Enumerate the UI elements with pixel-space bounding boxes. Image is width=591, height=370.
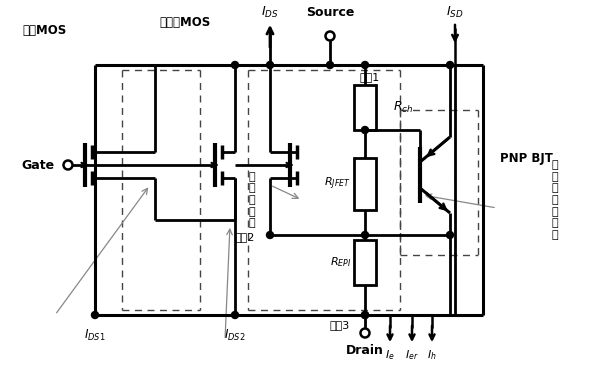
Text: 共
基
极
放
大
电
路: 共 基 极 放 大 电 路 [551,160,558,240]
Text: $R_{JFET}$: $R_{JFET}$ [324,176,351,192]
Circle shape [362,61,369,68]
Circle shape [361,329,369,337]
Text: 常规MOS: 常规MOS [22,24,66,37]
Circle shape [446,61,453,68]
Bar [354,240,376,285]
Text: 分离栅MOS: 分离栅MOS [160,16,210,28]
Text: Drain: Drain [346,343,384,357]
Circle shape [446,232,453,239]
Text: 节点1: 节点1 [360,72,380,82]
Circle shape [267,232,274,239]
Text: $I_{SD}$: $I_{SD}$ [446,4,464,20]
Text: $R_{EPI}$: $R_{EPI}$ [330,256,351,269]
Text: $I_{er}$: $I_{er}$ [405,348,419,362]
Circle shape [326,61,333,68]
Circle shape [362,312,369,319]
Circle shape [63,161,73,169]
Text: $I_h$: $I_h$ [427,348,437,362]
Text: $I_{DS1}$: $I_{DS1}$ [85,327,106,343]
Text: PNP BJT: PNP BJT [500,151,553,165]
Text: $I_{DS2}$: $I_{DS2}$ [224,327,246,343]
Circle shape [267,61,274,68]
Circle shape [362,232,369,239]
Circle shape [362,312,369,319]
Text: $R_{ch}$: $R_{ch}$ [393,100,414,115]
Circle shape [92,312,99,319]
Text: Gate: Gate [21,158,54,172]
Text: 节点2: 节点2 [235,232,255,242]
Bar [354,158,376,210]
Text: 节点3: 节点3 [330,320,350,330]
Text: $I_{DS}$: $I_{DS}$ [261,4,279,20]
Bar [354,85,376,130]
Text: Source: Source [306,6,354,18]
Circle shape [326,31,335,40]
Circle shape [232,61,239,68]
Circle shape [232,312,239,319]
Text: $I_e$: $I_e$ [385,348,395,362]
Circle shape [362,127,369,134]
Text: 栅
控
二
极
管: 栅 控 二 极 管 [249,172,255,228]
